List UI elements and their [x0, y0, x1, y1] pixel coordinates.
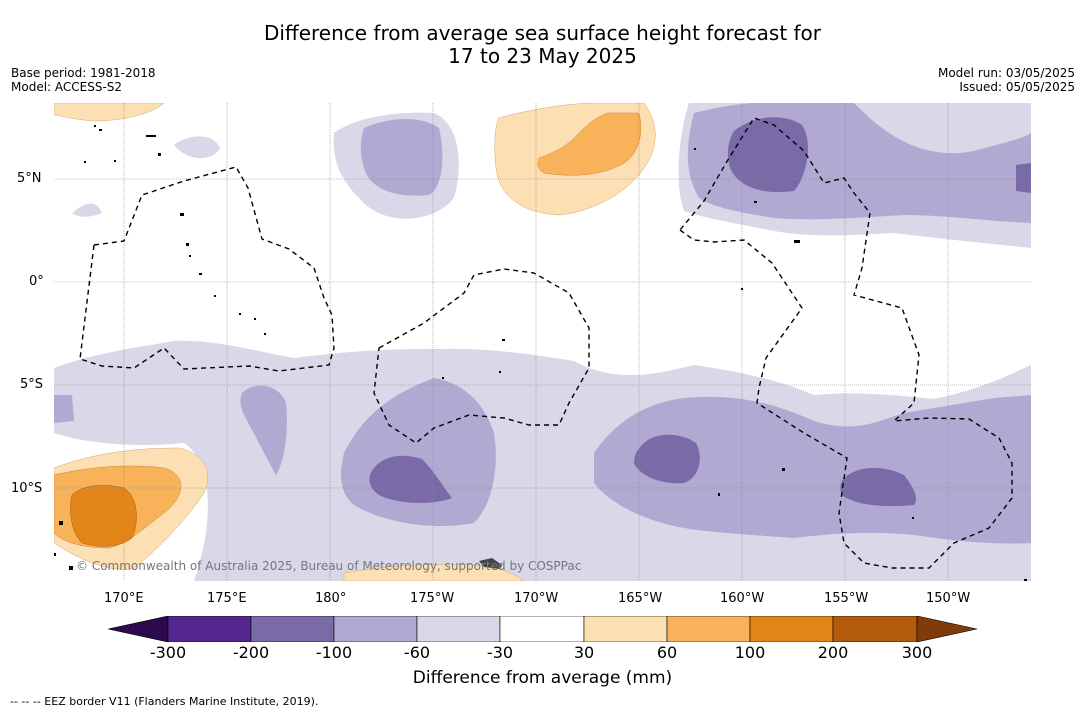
colorbar-tick-100: 100	[734, 643, 766, 662]
colorbar-tick-30: 30	[573, 643, 595, 662]
colorbar-tick-neg100: -100	[315, 643, 353, 662]
lon-label-150w: 150°W	[926, 591, 971, 606]
colorbar-seg-1	[167, 616, 252, 642]
colorbar-seg-7	[666, 616, 751, 642]
base-period: Base period: 1981-2018	[11, 66, 156, 80]
eez-borders	[79, 117, 1013, 569]
lat-label-5s: 5°S	[20, 377, 44, 392]
colorbar-tick-neg60: -60	[403, 643, 431, 662]
lon-label-160w: 160°W	[720, 591, 765, 606]
colorbar-tick-300: 300	[901, 643, 933, 662]
colorbar-title: Difference from average (mm)	[412, 668, 673, 688]
title-line-2: 17 to 23 May 2025	[448, 44, 637, 68]
colorbar-seg-2	[250, 616, 335, 642]
lon-label-170w: 170°W	[514, 591, 559, 606]
lat-label-10s: 10°S	[11, 481, 43, 496]
colorbar-seg-8	[749, 616, 834, 642]
lon-label-155w: 155°W	[824, 591, 869, 606]
lon-label-165w: 165°W	[618, 591, 663, 606]
band-neg60-lower	[54, 365, 1031, 581]
colorbar-tick-neg30: -30	[486, 643, 514, 662]
band-neg100	[54, 103, 1031, 544]
band-pos100	[70, 485, 137, 547]
colorbar-seg-6	[583, 616, 668, 642]
colorbar-seg-5	[499, 616, 585, 642]
model-info: Base period: 1981-2018 Model: ACCESS-S2	[11, 66, 156, 94]
colorbar-tick-neg300: -300	[149, 643, 187, 662]
issued-date: Issued: 05/05/2025	[959, 80, 1075, 94]
model-name: Model: ACCESS-S2	[11, 80, 123, 94]
copyright-notice: © Commonwealth of Australia 2025, Bureau…	[76, 559, 582, 573]
band-neg200	[369, 117, 1031, 507]
lat-label-0: 0°	[29, 274, 44, 289]
eez-legend-note: -- -- -- EEZ border V11 (Flanders Marine…	[10, 695, 319, 708]
colorbar-seg-3	[333, 616, 418, 642]
colorbar-extend-low	[108, 616, 169, 642]
colorbar-seg-4	[416, 616, 501, 642]
graticule	[54, 103, 1031, 581]
colorbar-seg-9	[832, 616, 918, 642]
sea-surface-height-map	[54, 103, 1031, 581]
lon-label-175w: 175°W	[410, 591, 455, 606]
colorbar-tick-200: 200	[817, 643, 849, 662]
title-line-1: Difference from average sea surface heig…	[263, 21, 822, 45]
colorbar	[108, 616, 978, 642]
islands	[54, 125, 1027, 581]
model-run: Model run: 03/05/2025	[937, 66, 1075, 80]
lon-label-175e: 175°E	[207, 591, 247, 606]
lon-label-180: 180°	[315, 591, 347, 606]
lon-label-170e: 170°E	[104, 591, 144, 606]
lat-label-5n: 5°N	[17, 171, 42, 186]
run-info: Model run: 03/05/2025 Issued: 05/05/2025	[938, 66, 1075, 94]
colorbar-extend-high	[916, 616, 978, 642]
chart-title: Difference from average sea surface heig…	[0, 22, 1085, 68]
colorbar-tick-neg200: -200	[232, 643, 270, 662]
colorbar-tick-60: 60	[656, 643, 678, 662]
